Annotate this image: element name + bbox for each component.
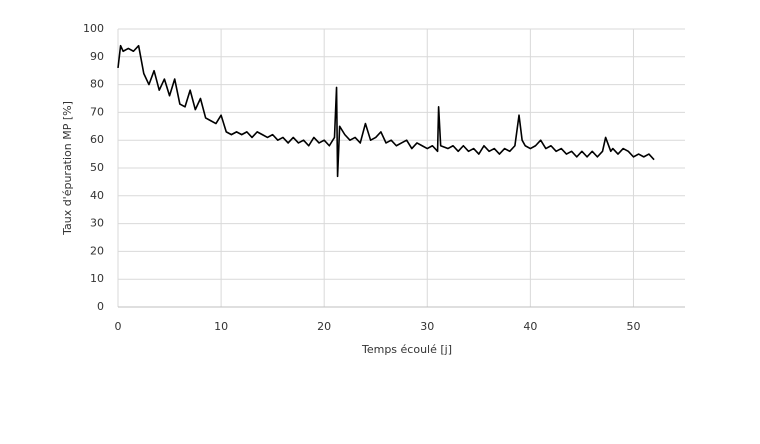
x-tick-label: 30	[420, 320, 434, 333]
x-tick-label: 10	[214, 320, 228, 333]
y-tick-label: 60	[90, 133, 104, 146]
y-tick-label: 40	[90, 189, 104, 202]
x-axis-label: Temps écoulé [j]	[361, 343, 452, 356]
y-axis-label: Taux d'épuration MP [%]	[61, 101, 74, 236]
y-tick-label: 30	[90, 217, 104, 230]
x-tick-label: 20	[317, 320, 331, 333]
x-tick-label: 40	[523, 320, 537, 333]
y-tick-label: 80	[90, 78, 104, 91]
y-tick-label: 0	[97, 300, 104, 313]
y-tick-label: 70	[90, 105, 104, 118]
y-tick-label: 20	[90, 244, 104, 257]
x-tick-label: 50	[626, 320, 640, 333]
y-tick-label: 50	[90, 161, 104, 174]
x-tick-label: 0	[115, 320, 122, 333]
y-tick-label: 90	[90, 50, 104, 63]
y-tick-label: 100	[83, 22, 104, 35]
data-line	[117, 44, 655, 178]
y-tick-label: 10	[90, 272, 104, 285]
